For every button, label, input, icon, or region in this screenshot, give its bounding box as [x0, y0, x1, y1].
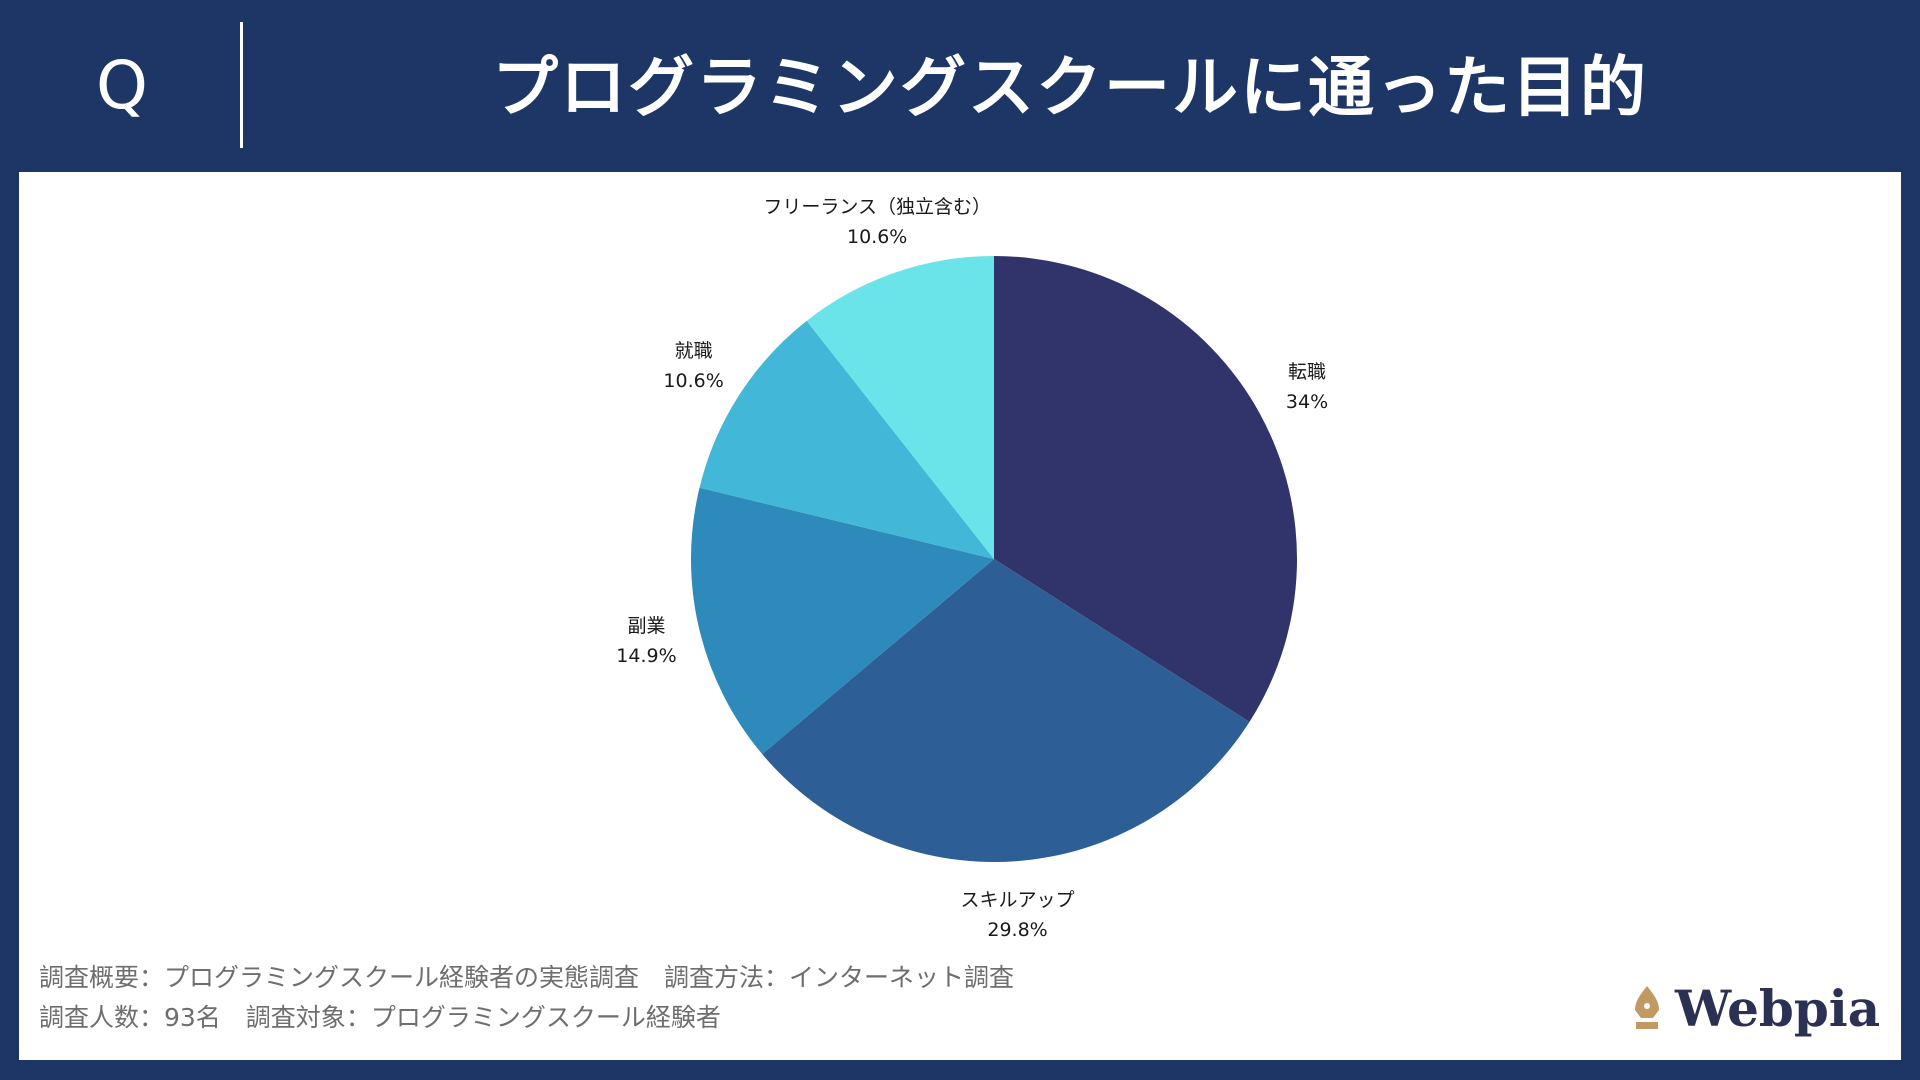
slice-value-label: 14.9% — [616, 644, 677, 667]
slice-category-label: 就職 — [674, 340, 713, 363]
survey-summary-line-1: 調査概要：プログラミングスクール経験者の実態調査 調査方法：インターネット調査 — [39, 963, 1015, 992]
slice-label-1: スキルアップ 29.8% — [961, 885, 1075, 945]
survey-summary: 調査概要：プログラミングスクール経験者の実態調査 調査方法：インターネット調査 … — [39, 958, 1239, 1038]
slice-value-label: 29.8% — [987, 919, 1048, 942]
slice-label-0: 転職 34% — [1286, 357, 1328, 417]
slice-label-4: フリーランス（独立含む） 10.6% — [763, 192, 991, 252]
webpia-logo: Webpia — [1629, 972, 1889, 1042]
page-title: プログラミングスクールに通った目的 — [492, 49, 1648, 126]
chart-panel: 転職 34% スキルアップ 29.8% 副業 14.9% 就職 10.6% フリーランス（独立含… — [19, 172, 1901, 1060]
slice-label-2: 副業 14.9% — [616, 611, 676, 671]
header-divider — [240, 22, 243, 148]
pie-chart — [691, 256, 1297, 863]
pie-slice-1 — [762, 559, 1250, 863]
pie-slice-3 — [699, 320, 994, 559]
slice-value-label: 10.6% — [663, 370, 724, 393]
slice-value-label: 10.6% — [847, 225, 908, 248]
pie-slice-4 — [806, 256, 994, 559]
slice-value-label: 34% — [1285, 391, 1329, 414]
slice-category-label: スキルアップ — [960, 889, 1075, 912]
pie-slice-0 — [994, 256, 1297, 722]
pen-nib-icon — [1635, 986, 1659, 1029]
slice-category-label: 転職 — [1288, 361, 1327, 384]
slice-category-label: 副業 — [627, 614, 666, 637]
question-mark-label: Q — [96, 47, 148, 124]
survey-summary-line-2: 調査人数：93名 調査対象：プログラミングスクール経験者 — [39, 1003, 721, 1032]
slice-label-3: 就職 10.6% — [663, 336, 723, 396]
logo-wordmark: Webpia — [1675, 979, 1881, 1038]
header-bar: Q プログラミングスクールに通った目的 — [0, 0, 1920, 172]
slice-category-label: フリーランス（独立含む） — [763, 195, 991, 218]
pie-slice-2 — [691, 487, 994, 755]
